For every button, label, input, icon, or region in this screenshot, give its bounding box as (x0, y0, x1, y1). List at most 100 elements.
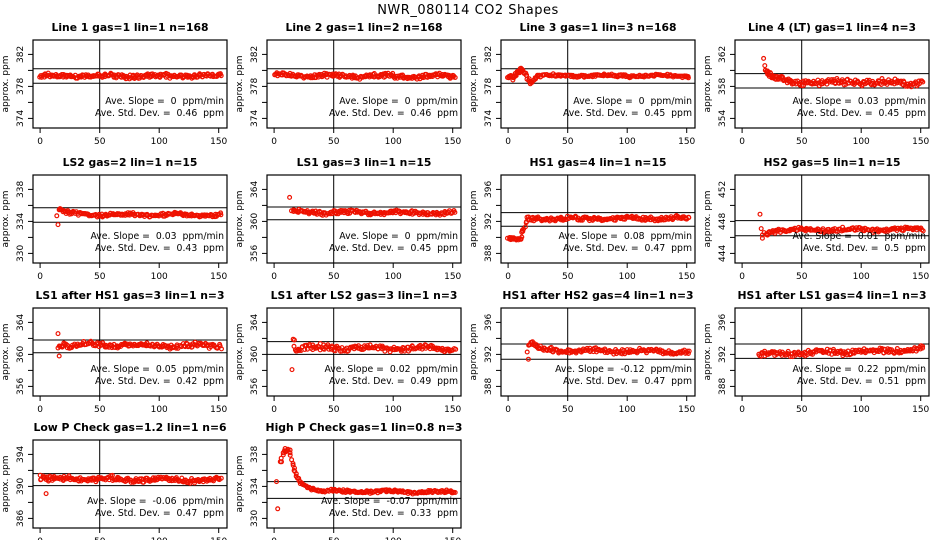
annotation-slope: Ave. Slope = 0.05 ppm/min (90, 364, 224, 375)
x-tick-label: 50 (562, 137, 574, 147)
data-point (219, 346, 225, 352)
data-point (111, 74, 117, 80)
y-tick-label: 388 (484, 378, 494, 395)
y-tick-label: 392 (484, 346, 494, 363)
panel-title: Line 4 (LT) gas=1 lin=4 n=3 (748, 21, 916, 34)
x-tick-label: 0 (37, 272, 43, 282)
x-tick-label: 50 (94, 537, 106, 540)
y-tick-label: 452 (718, 181, 728, 198)
panel-hs2: 444 448 452 0 50 100 150 approx. ppm Ave. Slope … (702, 153, 936, 286)
y-axis-label: approx. ppm (703, 324, 713, 381)
annotation-slope: Ave. Slope = 0 ppm/min (105, 96, 224, 107)
y-tick-label: 444 (718, 245, 728, 262)
data-point (879, 75, 885, 81)
panel-title: HS2 gas=5 lin=1 n=15 (763, 156, 900, 169)
x-tick-label: 150 (678, 405, 695, 415)
y-axis-label: approx. ppm (1, 56, 11, 113)
x-tick-label: 100 (853, 137, 870, 147)
x-tick-label: 150 (678, 272, 695, 282)
y-tick-label: 388 (484, 245, 494, 262)
plot-box (500, 39, 696, 129)
data-point (686, 348, 692, 354)
panel-ls1-after-hs1: 356 360 364 0 50 100 150 approx. ppm Ave. Slope … (0, 286, 234, 418)
data-point (287, 450, 293, 456)
panel-title: Line 1 gas=1 lin=1 n=168 (51, 21, 208, 34)
x-tick-label: 150 (444, 272, 461, 282)
plot-box (266, 39, 462, 129)
x-tick-label: 150 (444, 537, 461, 540)
x-tick-label: 100 (619, 137, 636, 147)
plot-ls1: 356 360 364 0 50 100 150 approx. ppm Ave. Slope … (235, 156, 462, 282)
data-point (291, 337, 297, 343)
plot-high-p-check: 330 334 338 0 50 100 150 approx. ppm Ave. Slope … (235, 421, 463, 540)
data-point (770, 73, 776, 79)
x-tick-label: 50 (328, 537, 340, 540)
x-tick-label: 100 (619, 272, 636, 282)
data-point (287, 194, 293, 200)
annotation-stddev: Ave. Std. Dev. = 0.45 ppm (797, 108, 926, 119)
annotation-stddev: Ave. Std. Dev. = 0.45 ppm (563, 108, 692, 119)
x-tick-label: 50 (94, 405, 106, 415)
annotation-slope: Ave. Slope = 0.03 ppm/min (792, 96, 926, 107)
panel-title: HS1 gas=4 lin=1 n=15 (529, 156, 666, 169)
y-tick-label: 358 (718, 78, 728, 95)
y-tick-label: 448 (718, 213, 728, 230)
data-point (218, 475, 224, 481)
x-tick-label: 50 (562, 405, 574, 415)
x-tick-label: 150 (678, 137, 695, 147)
y-axis-label: approx. ppm (235, 324, 245, 381)
y-tick-label: 338 (16, 181, 26, 198)
annotation-slope: Ave. Slope = -0.07 ppm/min (321, 496, 458, 507)
data-point (920, 343, 926, 349)
x-tick-label: 100 (151, 405, 168, 415)
y-tick-label: 382 (16, 46, 26, 63)
y-axis-label: approx. ppm (703, 191, 713, 248)
plot-box (266, 439, 462, 529)
y-tick-label: 374 (484, 110, 494, 127)
y-axis-label: approx. ppm (235, 456, 245, 513)
x-tick-label: 0 (271, 405, 277, 415)
data-point (452, 74, 458, 80)
y-tick-label: 396 (718, 314, 728, 331)
y-tick-label: 360 (16, 346, 26, 363)
data-point (218, 212, 224, 218)
y-tick-label: 354 (718, 110, 728, 127)
data-point (762, 348, 768, 354)
data-point (293, 471, 299, 477)
data-point (452, 489, 458, 495)
plot-box (32, 439, 228, 529)
x-tick-label: 150 (210, 405, 227, 415)
annotation-stddev: Ave. Std. Dev. = 0.46 ppm (329, 108, 458, 119)
annotation-stddev: Ave. Std. Dev. = 0.45 ppm (329, 243, 458, 254)
data-point (287, 447, 293, 453)
data-point (307, 343, 313, 349)
annotation-slope: Ave. Slope = 0 ppm/min (573, 96, 692, 107)
plot-ls2: 330 334 338 0 50 100 150 approx. ppm Ave. Slope … (1, 156, 228, 282)
panel-line-4-lt: 354 358 362 0 50 100 150 approx. ppm Ave. Slope … (702, 18, 936, 153)
x-tick-label: 0 (271, 272, 277, 282)
x-tick-label: 50 (328, 405, 340, 415)
x-tick-label: 50 (796, 272, 808, 282)
x-tick-label: 0 (505, 405, 511, 415)
plot-box (266, 174, 462, 264)
data-point (685, 350, 691, 356)
annotation-stddev: Ave. Std. Dev. = 0.5 ppm (803, 243, 926, 254)
x-tick-label: 100 (619, 405, 636, 415)
y-axis-label: approx. ppm (1, 324, 11, 381)
plot-box (500, 174, 696, 264)
y-axis-label: approx. ppm (1, 456, 11, 513)
y-axis-label: approx. ppm (469, 324, 479, 381)
data-point (579, 217, 585, 223)
data-point (321, 346, 327, 352)
panel-title: High P Check gas=1 lin=0.8 n=3 (266, 421, 463, 434)
panel-hs1-after-hs2: 388 392 396 0 50 100 150 approx. ppm Ave. Slope … (468, 286, 702, 418)
x-tick-label: 150 (444, 405, 461, 415)
data-point (762, 63, 768, 69)
plot-box (734, 174, 930, 264)
plot-hs2: 444 448 452 0 50 100 150 approx. ppm Ave. Slope … (703, 156, 930, 282)
plot-line-1: 374 378 382 0 50 100 150 approx. ppm Ave. Slope … (1, 21, 228, 147)
x-tick-label: 50 (796, 137, 808, 147)
data-point (409, 343, 415, 349)
plot-ls1-after-ls2: 356 360 364 0 50 100 150 approx. ppm Ave. Slope … (235, 289, 462, 415)
data-point (452, 209, 458, 215)
